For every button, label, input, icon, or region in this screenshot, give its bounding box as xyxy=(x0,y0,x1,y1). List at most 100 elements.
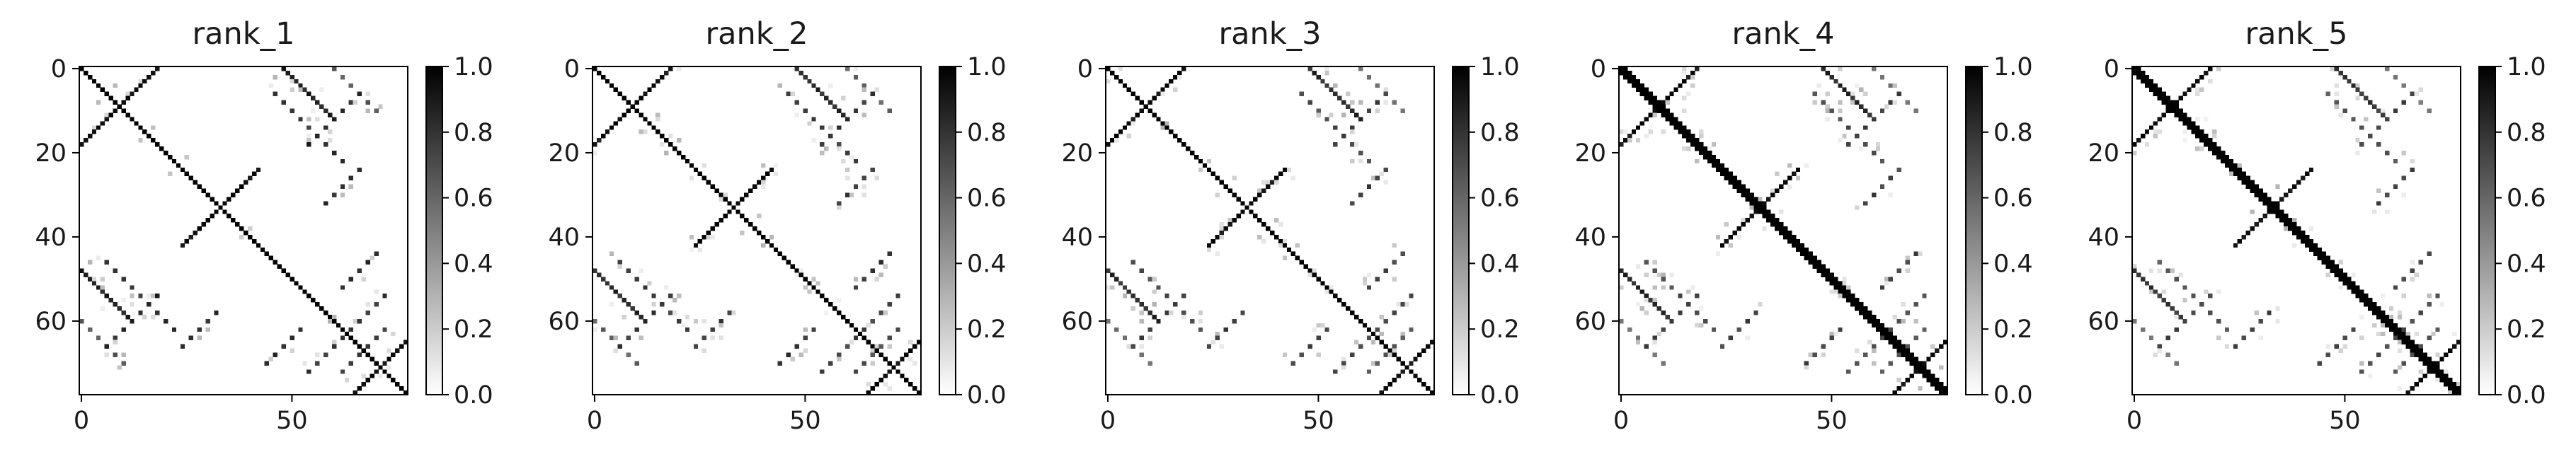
heatmap-cell xyxy=(1699,323,1704,328)
heatmap-cell xyxy=(807,121,812,126)
heatmap-cell xyxy=(2410,277,2415,282)
heatmap-cell xyxy=(1362,277,1368,282)
heatmap-cell xyxy=(1787,234,1792,240)
heatmap-cell xyxy=(760,184,766,189)
heatmap-cell xyxy=(387,356,391,361)
heatmap-cell xyxy=(2288,226,2293,231)
heatmap-cell xyxy=(2161,289,2166,294)
heatmap-cell xyxy=(1745,318,1750,324)
heatmap-cell xyxy=(689,175,694,181)
heatmap-cell xyxy=(151,70,156,76)
heatmap-cell xyxy=(1673,121,1678,126)
heatmap-cell xyxy=(2224,158,2230,164)
heatmap-cell xyxy=(1711,158,1717,164)
heatmap-cell xyxy=(1353,314,1359,320)
heatmap-cell xyxy=(1240,201,1245,206)
heatmap-cell xyxy=(87,327,93,332)
y-tick-label: 20 xyxy=(2088,139,2119,168)
heatmap-cell xyxy=(1695,66,1700,71)
heatmap-cell xyxy=(100,121,105,126)
heatmap-cell xyxy=(2296,180,2301,185)
heatmap-cell xyxy=(1715,251,1721,257)
heatmap-cell xyxy=(613,87,619,93)
heatmap-cell xyxy=(1122,285,1128,290)
colorbar-tick-label: 0.0 xyxy=(2507,381,2546,410)
heatmap-cell xyxy=(794,66,799,71)
heatmap-cell xyxy=(1312,272,1317,277)
heatmap-cell xyxy=(777,251,783,257)
heatmap-cell xyxy=(1690,83,1695,88)
heatmap-cell xyxy=(878,344,883,349)
colorbar-tick-label: 0.2 xyxy=(1480,315,1520,344)
heatmap-cell xyxy=(1879,184,1885,189)
heatmap-cell xyxy=(1400,335,1405,341)
heatmap-cell xyxy=(1619,318,1624,324)
heatmap-cell xyxy=(1130,260,1136,265)
heatmap-cell xyxy=(2228,158,2234,164)
colorbar-tick-label: 0.0 xyxy=(967,381,1007,410)
heatmap-cell xyxy=(2338,268,2343,273)
heatmap-cell xyxy=(2321,255,2327,261)
heatmap-frame xyxy=(1105,66,1435,395)
heatmap-cell xyxy=(1736,226,1741,231)
heatmap-cell xyxy=(1922,369,1927,374)
heatmap-cell xyxy=(193,231,198,236)
heatmap-cell xyxy=(904,352,909,357)
heatmap-cell xyxy=(2384,323,2390,328)
heatmap-cell xyxy=(1669,121,1674,126)
heatmap-cell xyxy=(2401,83,2407,88)
heatmap-cell xyxy=(1366,74,1372,80)
heatmap-cell xyxy=(2405,331,2411,337)
heatmap-cell xyxy=(719,323,723,328)
heatmap-cell xyxy=(630,306,635,311)
heatmap-cell xyxy=(1379,171,1385,177)
heatmap-cell xyxy=(2342,281,2347,286)
heatmap-cell xyxy=(744,218,749,223)
heatmap xyxy=(593,66,922,395)
heatmap-cell xyxy=(1888,100,1894,105)
heatmap-cell xyxy=(1383,268,1388,273)
heatmap-cell xyxy=(1724,222,1729,227)
heatmap-cell xyxy=(660,142,665,147)
heatmap-cell xyxy=(1215,234,1220,240)
heatmap-cell xyxy=(840,95,846,100)
heatmap-cell xyxy=(387,365,391,370)
heatmap-cell xyxy=(2388,314,2394,320)
heatmap-cell xyxy=(1896,318,1901,324)
heatmap-cell xyxy=(2136,70,2141,76)
heatmap-cell xyxy=(1829,108,1834,113)
heatmap-cell xyxy=(1682,66,1687,71)
heatmap-cell xyxy=(1639,87,1645,93)
heatmap-cell xyxy=(883,373,888,378)
heatmap-cell xyxy=(1753,201,1758,206)
heatmap-cell xyxy=(1838,294,1843,298)
heatmap-cell xyxy=(2372,323,2377,328)
heatmap-cell xyxy=(1639,289,1645,294)
heatmap-cell xyxy=(163,150,168,156)
heatmap-cell xyxy=(2195,91,2200,97)
heatmap-cell xyxy=(1867,314,1872,320)
heatmap-cell xyxy=(2418,100,2423,105)
heatmap-cell xyxy=(2325,272,2330,277)
y-tick-label: 0 xyxy=(1591,55,1606,83)
colorbar-tick-label: 1.0 xyxy=(2507,53,2546,81)
heatmap-cell xyxy=(815,87,820,93)
heatmap-cell xyxy=(727,209,732,214)
heatmap-cell xyxy=(155,66,160,71)
heatmap-cell xyxy=(870,348,875,353)
heatmap-cell xyxy=(1139,108,1144,113)
heatmap-cell xyxy=(676,66,682,71)
heatmap-cell xyxy=(1926,373,1931,378)
heatmap-cell xyxy=(748,222,753,227)
heatmap-cell xyxy=(365,260,370,265)
heatmap-cell xyxy=(1943,390,1948,395)
heatmap-cell xyxy=(2321,260,2327,265)
heatmap-cell xyxy=(91,125,97,130)
heatmap-cell xyxy=(1804,365,1809,370)
heatmap-cell xyxy=(794,272,799,277)
heatmap-cell xyxy=(702,318,707,324)
heatmap-cell xyxy=(1177,138,1182,143)
colorbar-tick-label: 0.0 xyxy=(1993,381,2033,410)
